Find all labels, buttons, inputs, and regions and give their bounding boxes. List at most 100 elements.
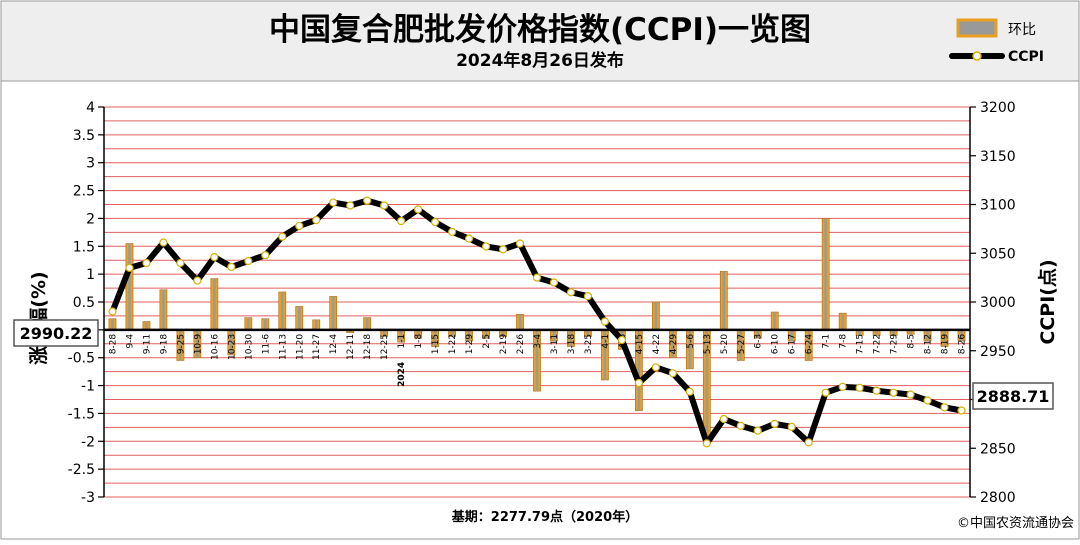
left-tick-label: -0.5	[68, 351, 95, 367]
ccpi-point-12-18	[363, 196, 372, 205]
bar-core-10-23	[230, 329, 233, 355]
left-tick-label: 4	[86, 100, 95, 116]
x-tick-label-3-11: 3-11	[550, 334, 560, 354]
bar-core-6-17	[790, 329, 793, 341]
x-tick-label-4-22: 4-22	[652, 334, 662, 354]
bar-core-10-16	[213, 278, 216, 330]
left-tick-label: -1.5	[68, 406, 95, 422]
end-value-callout: 2888.71	[972, 382, 1054, 410]
bar-core-7-8	[841, 313, 844, 330]
ccpi-point-6-3	[753, 426, 762, 435]
x-tick-label-8-12: 8-12	[924, 334, 934, 354]
x-tick-label-11-27: 11-27	[312, 334, 322, 360]
x-tick-label-7-8: 7-8	[839, 334, 849, 349]
right-tick-label: 2800	[980, 490, 1016, 506]
bar-core-12-25	[382, 329, 386, 337]
ccpi-point-3-25	[583, 292, 593, 301]
copyright-text: ©中国农资流通协会	[957, 516, 1074, 531]
x-tick-label-12-4: 12-4	[329, 334, 339, 355]
bar-core-4-1	[603, 329, 607, 380]
right-axis-title: CCPI(点)	[1037, 259, 1059, 344]
x-tick-label-11-6: 11-6	[261, 334, 271, 355]
bar-core-6-10	[773, 312, 777, 330]
left-tick-label: 2	[86, 211, 95, 227]
x-tick-label-7-15: 7-15	[856, 334, 866, 354]
bar-core-11-6	[264, 318, 267, 330]
bar-core-12-4	[331, 296, 335, 330]
bar-core-3-25	[586, 329, 590, 337]
x-tick-label-4-29: 4-29	[669, 334, 679, 355]
bar-core-3-4	[535, 329, 539, 392]
x-tick-label-5-6: 5-6	[686, 334, 696, 349]
bar-core-11-20	[297, 306, 301, 330]
x-tick-label-8-26: 8-26	[958, 334, 968, 355]
ccpi-point-8-19	[940, 403, 949, 412]
bar-core-2-26	[518, 314, 522, 330]
bar-core-3-11	[552, 329, 556, 341]
bar-core-3-18	[569, 329, 573, 347]
ccpi-point-6-10	[770, 419, 779, 428]
bar-core-4-29	[671, 329, 675, 358]
ccpi-point-2-19	[498, 245, 508, 254]
x-tick-label-6-3: 6-3	[754, 334, 764, 349]
ccpi-point-1-22	[447, 227, 457, 236]
base-period-text: 基期：2277.79点（2020年）	[451, 509, 638, 525]
ccpi-point-2-26	[515, 239, 525, 248]
ccpi-point-5-13	[702, 439, 711, 448]
ccpi-point-11-27	[312, 216, 321, 225]
bar-core-7-29	[892, 329, 895, 336]
x-tick-label-1-29: 1-29	[465, 334, 475, 355]
ccpi-point-8-26	[957, 406, 966, 415]
start-value-callout: 2990.22	[13, 319, 99, 347]
bar-core-12-18	[365, 317, 369, 330]
x-tick-label-5-20: 5-20	[720, 334, 730, 355]
ccpi-point-7-15	[855, 383, 864, 392]
x-tick-label-12-11: 12-11	[346, 334, 356, 360]
x-tick-label-1-22: 1-22	[448, 334, 458, 354]
ccpi-point-10-16	[210, 253, 219, 262]
ccpi-point-7-8	[838, 382, 847, 391]
x-tick-label-10-16: 10-16	[210, 334, 220, 360]
bar-core-5-13	[705, 329, 709, 445]
x-tick-label-3-4: 3-4	[533, 334, 543, 349]
ccpi-point-1-8	[414, 205, 423, 214]
x-tick-label-10-9: 10-9	[193, 334, 203, 355]
ccpi-point-9-4	[125, 263, 134, 272]
ccpi-point-11-6	[261, 251, 270, 260]
x-tick-label-5-13: 5-13	[703, 334, 713, 354]
x-tick-label-12-25: 12-25	[380, 334, 390, 360]
ccpi-point-1-29	[464, 234, 474, 243]
ccpi-point-11-20	[295, 221, 304, 231]
ccpi-point-1-1	[397, 216, 406, 226]
ccpi-point-10-23	[227, 262, 236, 271]
end-value-text: 2888.71	[977, 387, 1050, 406]
x-tick-label-8-28: 8-28	[108, 334, 118, 355]
right-tick-label: 3200	[980, 100, 1016, 116]
x-tick-label-3-18: 3-18	[567, 334, 577, 355]
header-panel	[0, 0, 1080, 82]
plot-region-border	[0, 80, 1080, 540]
chart-subtitle: 2024年8月26日发布	[456, 50, 624, 71]
ccpi-point-6-17	[787, 422, 796, 431]
x-tick-label-4-15: 4-15	[635, 334, 645, 354]
start-value-text: 2990.22	[20, 324, 93, 343]
ccpi-point-7-29	[889, 388, 898, 397]
bar-core-5-6	[688, 329, 692, 369]
bar-core-11-13	[281, 291, 284, 330]
x-tick-label-1-1: 1-1	[397, 334, 407, 349]
ccpi-point-4-1	[600, 317, 610, 326]
ccpi-point-7-1	[821, 388, 830, 397]
left-tick-label: 2.5	[73, 184, 95, 200]
legend-bar-swatch	[956, 18, 998, 38]
ccpi-point-4-15	[634, 378, 643, 388]
x-tick-label-9-11: 9-11	[142, 334, 152, 354]
x-tick-label-8-19: 8-19	[941, 334, 951, 355]
x-tick-label-5-27: 5-27	[737, 334, 747, 354]
line-series	[108, 196, 966, 448]
bar-core-10-30	[247, 317, 250, 330]
ccpi-point-5-6	[685, 387, 694, 396]
ccpi-point-7-22	[872, 386, 881, 395]
bar-core-1-22	[450, 329, 454, 337]
ccpi-point-3-4	[532, 273, 542, 282]
x-tick-label-2-5: 2-5	[482, 334, 492, 349]
